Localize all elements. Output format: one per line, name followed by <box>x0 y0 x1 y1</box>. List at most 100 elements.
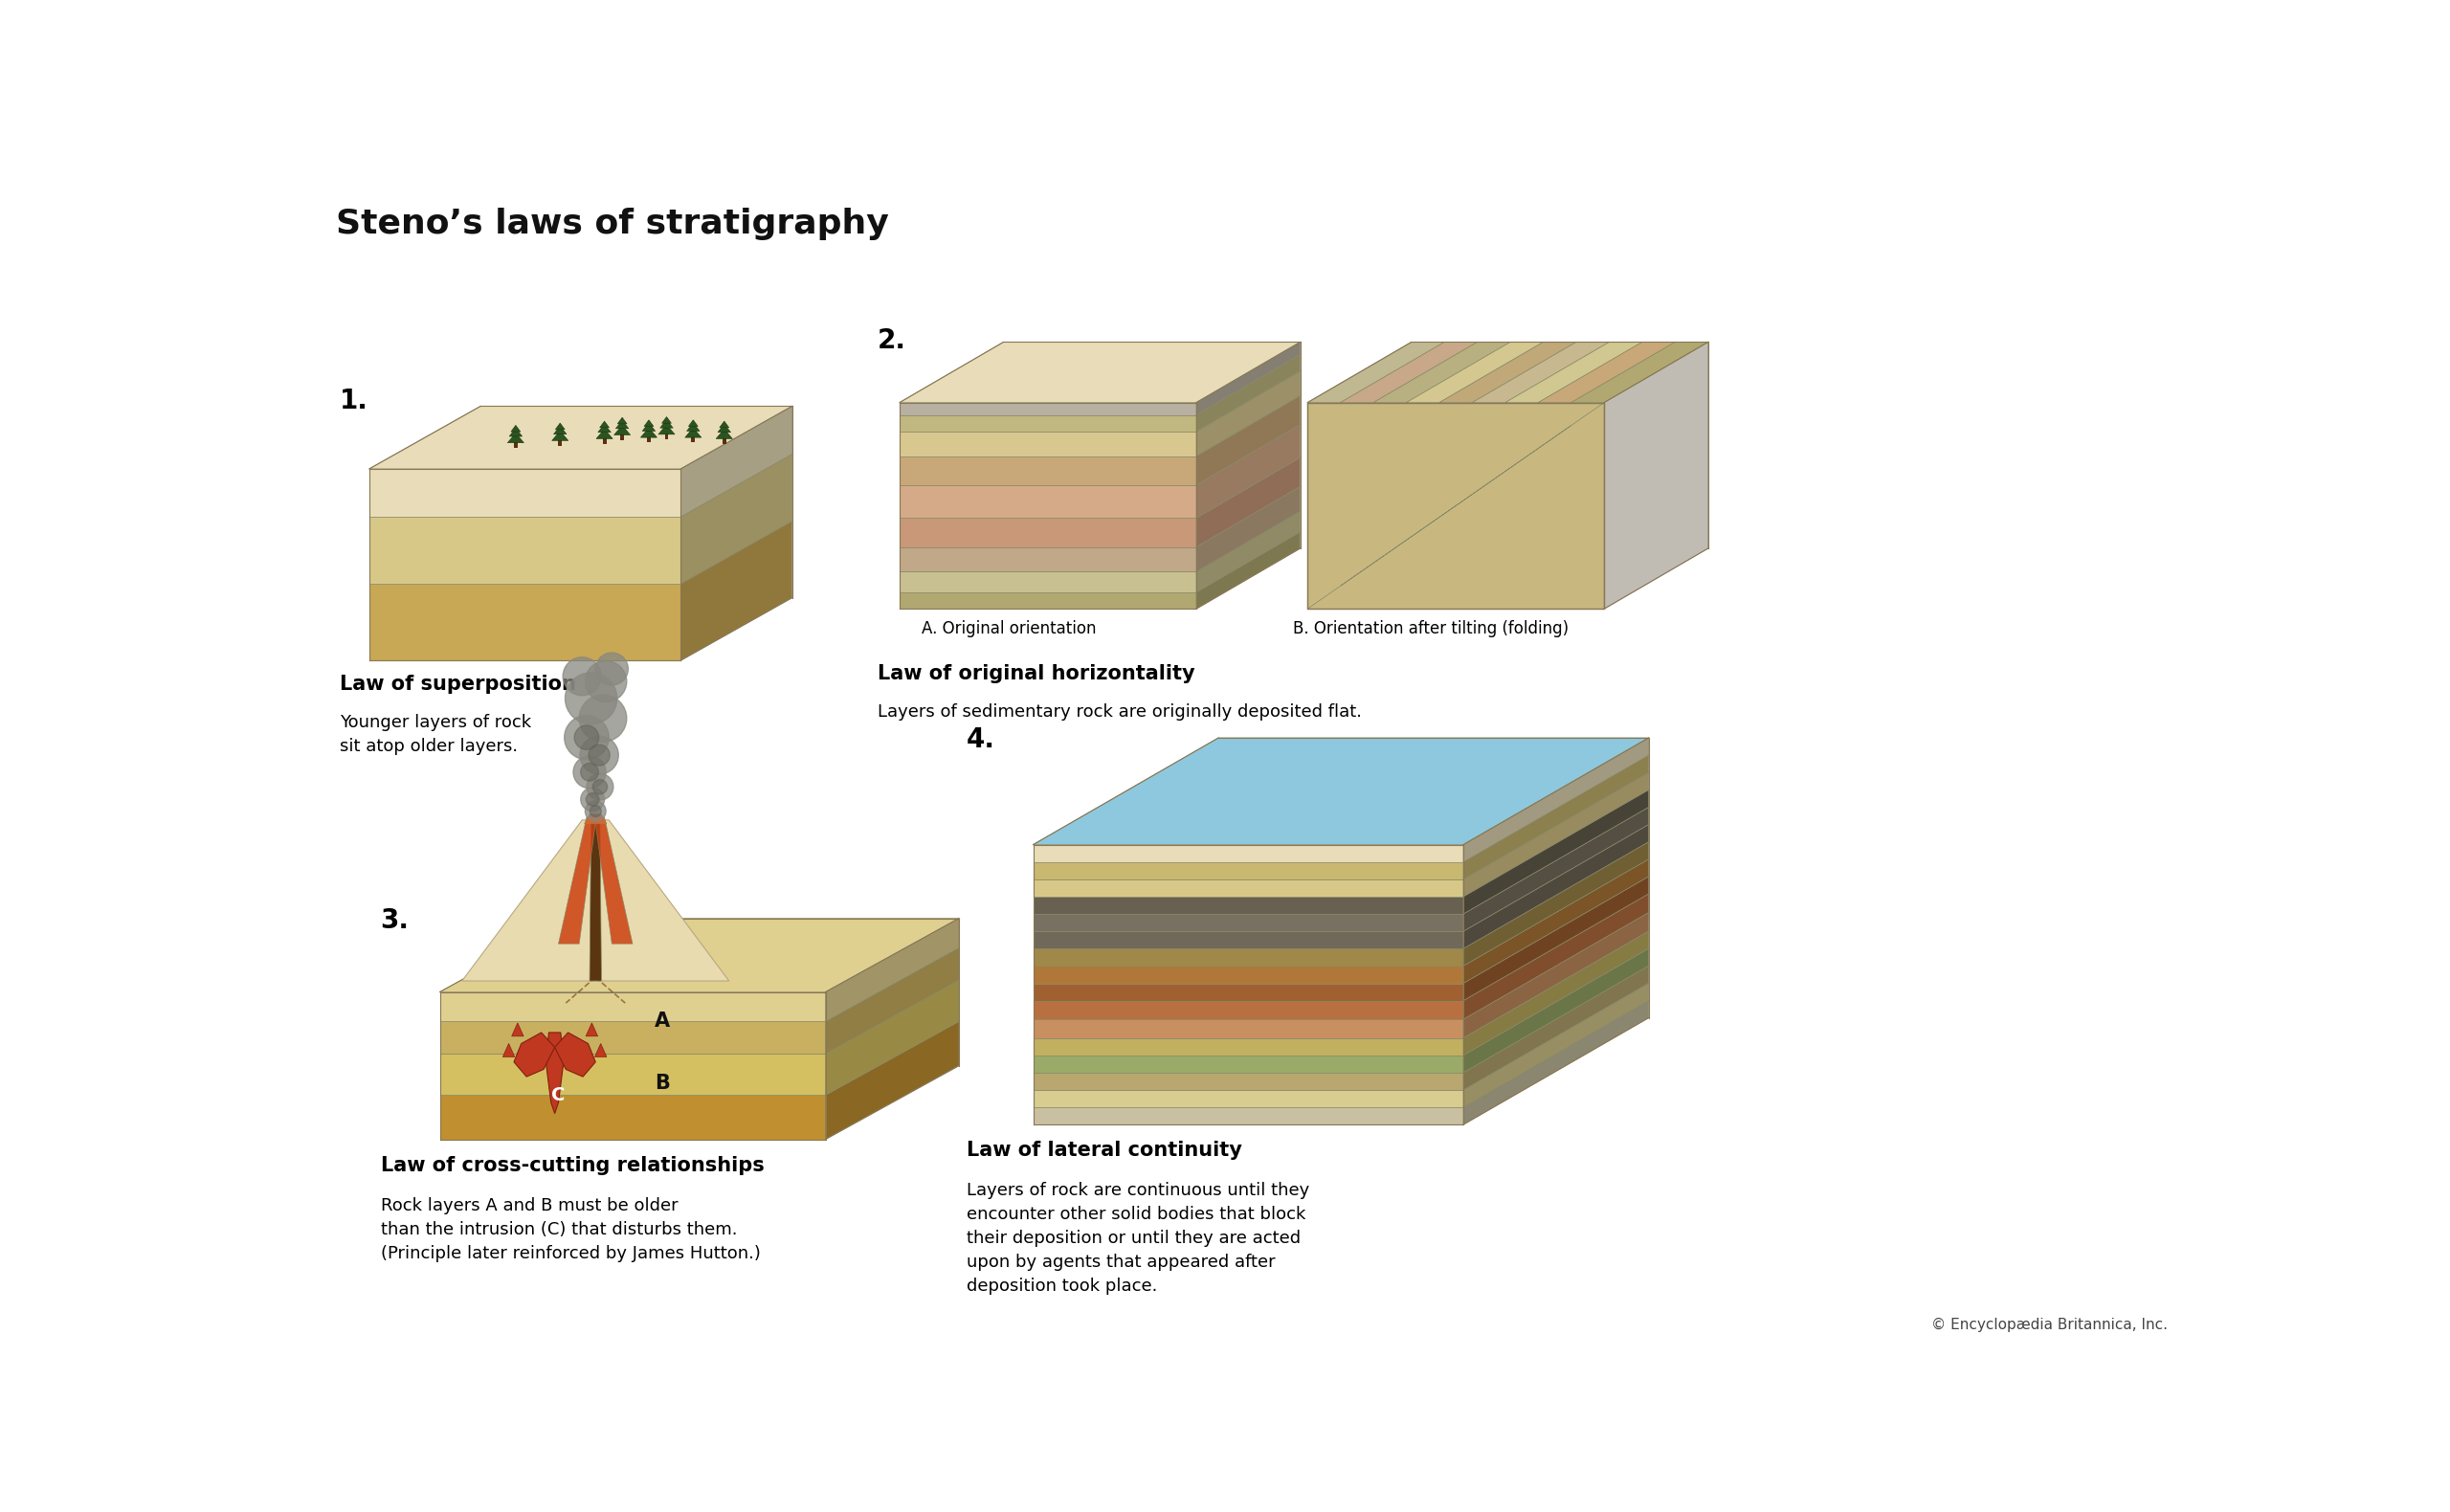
Polygon shape <box>1463 966 1649 1090</box>
Polygon shape <box>826 980 958 1095</box>
Polygon shape <box>370 407 791 469</box>
Polygon shape <box>723 435 725 445</box>
Polygon shape <box>899 572 1196 593</box>
Circle shape <box>573 756 605 788</box>
Polygon shape <box>1406 517 1441 540</box>
Circle shape <box>595 653 627 685</box>
Polygon shape <box>586 1024 598 1036</box>
Polygon shape <box>1196 487 1301 572</box>
Polygon shape <box>1463 842 1649 966</box>
Polygon shape <box>1472 472 1504 494</box>
Polygon shape <box>686 428 701 437</box>
Polygon shape <box>512 1024 524 1036</box>
Polygon shape <box>620 432 625 440</box>
Polygon shape <box>600 422 610 428</box>
Polygon shape <box>1034 862 1463 880</box>
Polygon shape <box>1463 931 1649 1055</box>
Polygon shape <box>1034 1055 1463 1072</box>
Polygon shape <box>370 584 681 661</box>
Polygon shape <box>1463 738 1649 862</box>
Circle shape <box>586 661 627 702</box>
Polygon shape <box>502 1043 514 1057</box>
Text: Rock layers A and B must be older
than the intrusion (C) that disturbs them.
(Pr: Rock layers A and B must be older than t… <box>380 1198 760 1263</box>
Polygon shape <box>688 420 698 426</box>
Text: Law of original horizontality: Law of original horizontality <box>877 664 1196 683</box>
Polygon shape <box>1034 948 1463 966</box>
Polygon shape <box>659 425 674 434</box>
Text: 4.: 4. <box>965 727 995 753</box>
Text: 2.: 2. <box>877 327 906 354</box>
Polygon shape <box>1034 983 1463 1001</box>
Polygon shape <box>1196 532 1301 609</box>
Polygon shape <box>1463 983 1649 1107</box>
Polygon shape <box>1539 425 1570 449</box>
Polygon shape <box>681 454 791 584</box>
Polygon shape <box>1034 897 1463 913</box>
Text: A: A <box>654 1012 669 1031</box>
Polygon shape <box>554 426 566 434</box>
Text: Steno’s laws of stratigraphy: Steno’s laws of stratigraphy <box>336 207 889 240</box>
Text: Law of superposition: Law of superposition <box>341 676 576 694</box>
Polygon shape <box>899 593 1196 609</box>
Polygon shape <box>899 431 1196 457</box>
Polygon shape <box>1034 880 1463 897</box>
Polygon shape <box>615 420 630 428</box>
Polygon shape <box>1034 1072 1463 1090</box>
Text: 1.: 1. <box>341 387 368 414</box>
Polygon shape <box>681 522 791 661</box>
Polygon shape <box>510 428 522 437</box>
Text: B: B <box>654 1074 669 1093</box>
Polygon shape <box>1463 754 1649 880</box>
Polygon shape <box>1504 449 1539 472</box>
Polygon shape <box>514 440 517 448</box>
Polygon shape <box>1570 342 1708 402</box>
Polygon shape <box>899 457 1196 485</box>
Polygon shape <box>1463 894 1649 1019</box>
Polygon shape <box>1441 342 1575 402</box>
Polygon shape <box>639 428 657 437</box>
Polygon shape <box>1196 425 1301 519</box>
Text: B. Orientation after tilting (folding): B. Orientation after tilting (folding) <box>1294 620 1568 637</box>
Polygon shape <box>647 435 652 443</box>
Polygon shape <box>826 948 958 1054</box>
Polygon shape <box>439 1054 826 1095</box>
Polygon shape <box>1196 511 1301 593</box>
Circle shape <box>586 792 600 806</box>
Text: C: C <box>551 1086 566 1104</box>
Polygon shape <box>681 407 791 517</box>
Circle shape <box>573 726 598 750</box>
Polygon shape <box>370 469 681 517</box>
Polygon shape <box>1463 807 1649 931</box>
Polygon shape <box>1441 494 1472 517</box>
Circle shape <box>590 806 600 816</box>
Polygon shape <box>899 342 1301 402</box>
Polygon shape <box>659 420 674 428</box>
Polygon shape <box>826 918 958 1022</box>
Text: Layers of rock are continuous until they
encounter other solid bodies that block: Layers of rock are continuous until they… <box>965 1182 1308 1294</box>
Polygon shape <box>715 429 733 438</box>
Polygon shape <box>899 547 1196 572</box>
Circle shape <box>581 788 605 810</box>
Polygon shape <box>1504 342 1642 402</box>
Polygon shape <box>899 402 1196 414</box>
Polygon shape <box>1034 1019 1463 1037</box>
Polygon shape <box>691 435 696 443</box>
Polygon shape <box>1605 342 1708 609</box>
Polygon shape <box>1034 1001 1463 1019</box>
Polygon shape <box>1196 458 1301 547</box>
Polygon shape <box>546 1033 564 1113</box>
Polygon shape <box>662 417 671 423</box>
Polygon shape <box>615 425 630 435</box>
Polygon shape <box>1034 931 1463 948</box>
Polygon shape <box>1463 773 1649 897</box>
Polygon shape <box>1374 342 1509 402</box>
Polygon shape <box>1308 342 1445 402</box>
Polygon shape <box>590 820 600 981</box>
Polygon shape <box>686 423 701 431</box>
Polygon shape <box>556 423 566 429</box>
Text: Younger layers of rock
sit atop older layers.: Younger layers of rock sit atop older la… <box>341 714 532 754</box>
Circle shape <box>581 736 617 774</box>
Polygon shape <box>1463 1001 1649 1125</box>
Polygon shape <box>664 432 669 440</box>
Circle shape <box>564 658 600 696</box>
